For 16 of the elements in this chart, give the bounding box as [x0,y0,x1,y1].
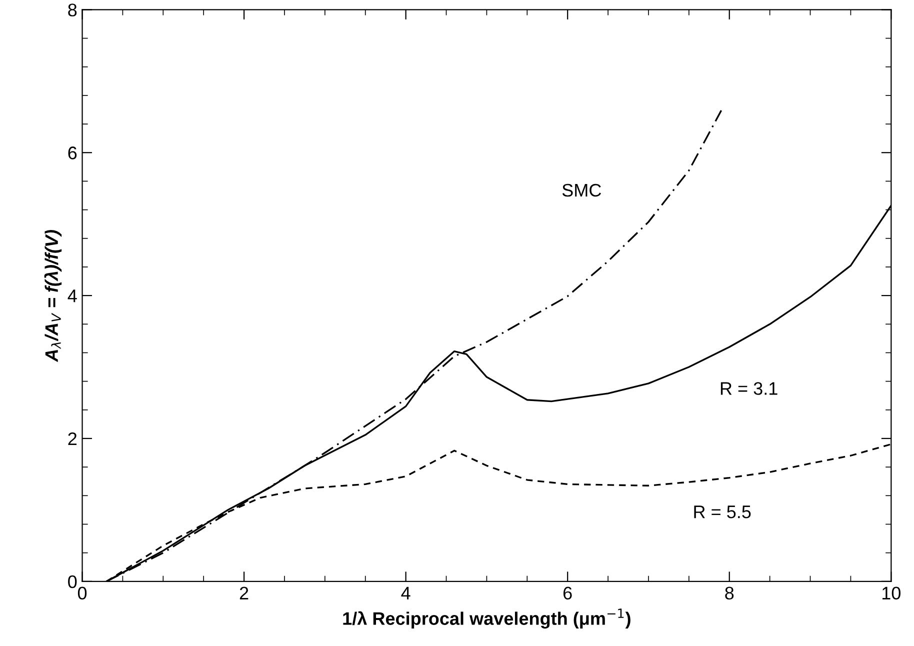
x-tick-label: 2 [240,586,248,600]
x-tick-label: 10 [882,586,900,600]
text: SMC [562,184,602,197]
series-label: R = 3.1 [720,382,778,395]
series-label: R = 5.5 [694,506,751,518]
x-axis-title: 1/λ Reciprocal wavelength (μm$^{−1}$) [343,608,630,629]
y-tick-label: 8 [68,4,77,16]
x-tick-label: 6 [563,586,572,600]
y-axis-title: A$_{λ}$/A$_{V}$ = f(λ)/f(V) [44,230,62,362]
y-tick-label: 2 [68,432,76,446]
x-tick-label: 0 [78,586,87,600]
x-tick-label: 8 [725,586,734,600]
y-tick-label: 6 [68,146,77,160]
y-tick-label: 4 [68,290,77,302]
y-tick-label: 0 [68,575,77,588]
x-tick-label: 4 [401,586,410,600]
